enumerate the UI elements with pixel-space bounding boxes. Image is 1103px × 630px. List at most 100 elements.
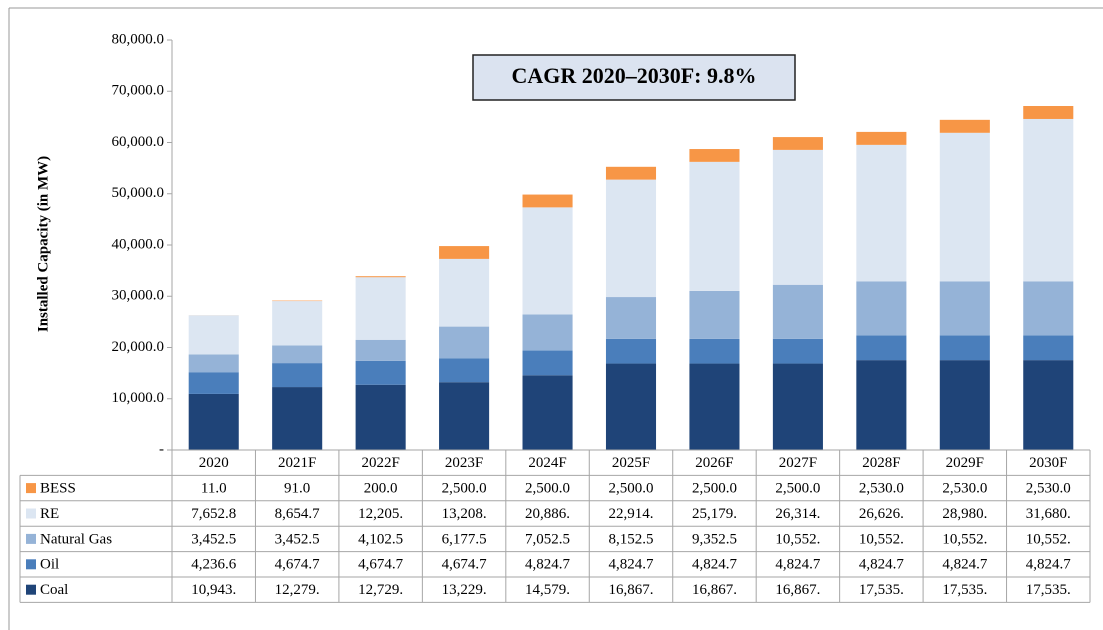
table-value: 4,236.6 <box>191 557 237 573</box>
x-tick-label: 2027F <box>779 455 817 471</box>
bar-segment <box>689 338 740 364</box>
x-tick-label: 2023F <box>445 455 483 471</box>
y-tick-label: 50,000.0 <box>112 185 165 201</box>
y-tick-label: 80,000.0 <box>112 31 165 47</box>
table-value: 2,500.0 <box>442 481 487 497</box>
bar-segment <box>689 363 740 450</box>
table-value: 2,530.0 <box>942 481 987 497</box>
table-value: 4,674.7 <box>275 557 321 573</box>
table-value: 16,867. <box>775 582 820 598</box>
table-value: 31,680. <box>1026 506 1071 522</box>
y-tick-label: 30,000.0 <box>112 288 165 304</box>
bar-segment <box>689 290 740 339</box>
bar-segment <box>522 207 573 315</box>
table-value: 8,654.7 <box>275 506 321 522</box>
table-value: 13,229. <box>442 582 487 598</box>
bar-segment <box>856 144 907 282</box>
bar-segment <box>272 387 323 450</box>
x-tick-label: 2029F <box>946 455 984 471</box>
bar-segment <box>772 338 823 364</box>
bar-segment <box>188 315 239 355</box>
table-value: 200.0 <box>364 481 398 497</box>
bar-segment <box>939 360 990 450</box>
bar-segment <box>1023 106 1074 119</box>
y-axis-title: Installed Capacity (in MW) <box>35 156 51 332</box>
table-value: 28,980. <box>942 506 987 522</box>
table-value: 4,824.7 <box>525 557 571 573</box>
x-tick-label: 2021F <box>278 455 316 471</box>
table-value: 12,279. <box>275 582 320 598</box>
bar-segment <box>939 281 990 336</box>
legend-swatch <box>26 584 36 595</box>
bar-segment <box>605 166 657 180</box>
bar-segment <box>772 137 823 150</box>
bar-segment <box>1023 118 1074 282</box>
bar-segment <box>605 179 657 298</box>
table-value: 11.0 <box>201 481 227 497</box>
legend-swatch <box>26 483 36 494</box>
bar-segment <box>605 297 657 339</box>
bar-segment <box>355 277 406 340</box>
bar-segment <box>439 326 490 359</box>
y-tick-label: 70,000.0 <box>112 83 165 99</box>
table-value: 10,552. <box>1026 531 1071 547</box>
x-tick-label: 2020 <box>199 455 229 471</box>
bar-segment <box>188 354 239 373</box>
legend-label: Natural Gas <box>40 531 112 547</box>
bar-segment <box>605 338 657 364</box>
table-value: 4,674.7 <box>442 557 488 573</box>
table-value: 4,824.7 <box>692 557 738 573</box>
bar-segment <box>272 301 323 346</box>
table-value: 7,052.5 <box>525 531 570 547</box>
table-value: 16,867. <box>609 582 654 598</box>
legend-swatch <box>26 508 36 519</box>
table-value: 2,500.0 <box>609 481 654 497</box>
bar-segment <box>355 384 406 450</box>
legend-label: Coal <box>40 582 68 598</box>
bar-segment <box>772 284 823 339</box>
table-value: 10,552. <box>775 531 820 547</box>
y-tick-label: 20,000.0 <box>112 339 165 355</box>
bar-segment <box>605 363 657 450</box>
table-value: 12,205. <box>358 506 403 522</box>
bar-segment <box>689 149 740 162</box>
table-value: 22,914. <box>609 506 654 522</box>
y-tick-label: - <box>159 441 164 457</box>
table-value: 4,674.7 <box>358 557 404 573</box>
table-value: 3,452.5 <box>275 531 320 547</box>
table-value: 2,530.0 <box>859 481 904 497</box>
bar-segment <box>939 119 990 133</box>
table-value: 10,552. <box>859 531 904 547</box>
table-value: 4,824.7 <box>609 557 655 573</box>
bar-segment <box>355 339 406 361</box>
bar-segment <box>522 194 573 208</box>
table-value: 17,535. <box>859 582 904 598</box>
bar-segment <box>1023 281 1074 336</box>
bar-segment <box>856 281 907 336</box>
bar-segment <box>272 363 323 388</box>
table-value: 10,943. <box>191 582 236 598</box>
bar-segment <box>939 132 990 282</box>
table-value: 13,208. <box>442 506 487 522</box>
bar-segment <box>522 314 573 351</box>
table-value: 16,867. <box>692 582 737 598</box>
annotation-box <box>472 54 796 101</box>
bar-segment <box>522 375 573 450</box>
bar-segment <box>355 360 406 385</box>
table-value: 10,552. <box>942 531 987 547</box>
legend-label: Oil <box>40 557 59 573</box>
table-value: 26,314. <box>775 506 820 522</box>
x-tick-label: 2024F <box>528 455 566 471</box>
table-value: 6,177.5 <box>442 531 487 547</box>
bar-segment <box>439 358 490 383</box>
legend-swatch <box>26 533 36 544</box>
bar-segment <box>272 345 323 364</box>
bar-segment <box>856 335 907 361</box>
bar-segment <box>772 363 823 450</box>
bar-segment <box>522 350 573 376</box>
bar-segment <box>188 393 239 450</box>
bar-segment <box>689 161 740 291</box>
table-value: 4,824.7 <box>1026 557 1072 573</box>
table-value: 4,824.7 <box>942 557 988 573</box>
